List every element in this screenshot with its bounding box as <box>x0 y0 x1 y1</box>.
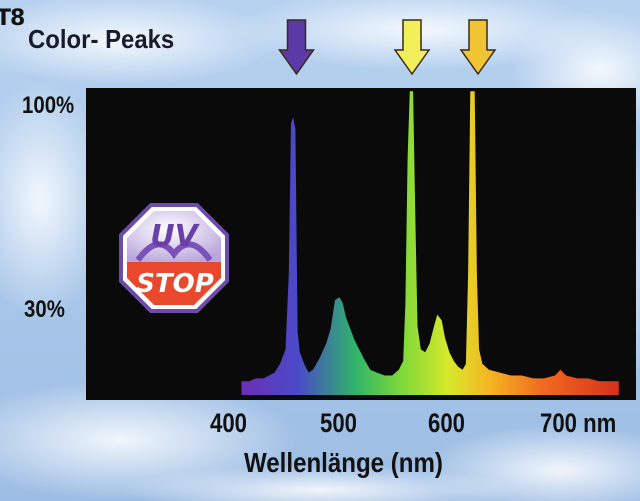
spectrum-area <box>241 91 619 391</box>
peak-arrow-3 <box>459 19 497 76</box>
x-tick-label-400: 400 <box>210 408 247 438</box>
x-tick-label-600: 600 <box>428 408 465 438</box>
x-tick-label-500: 500 <box>320 408 357 438</box>
corner-label: T8 <box>0 6 25 31</box>
peak-arrow-1 <box>278 19 315 76</box>
uv-stop-logo: UV STOP <box>119 203 229 313</box>
y-tick-label-100: 100% <box>22 92 75 119</box>
chart-title: Color- Peaks <box>28 24 175 54</box>
x-tick-label-700: 700 nm <box>540 408 617 438</box>
y-tick-label-30: 30% <box>24 296 65 323</box>
logo-stop-text: STOP <box>136 269 214 299</box>
peak-arrow-2 <box>393 19 431 76</box>
spectrum-baseline <box>241 390 619 395</box>
logo-uv-text: UV <box>150 219 200 254</box>
x-axis-label: Wellenlänge (nm) <box>244 447 443 478</box>
